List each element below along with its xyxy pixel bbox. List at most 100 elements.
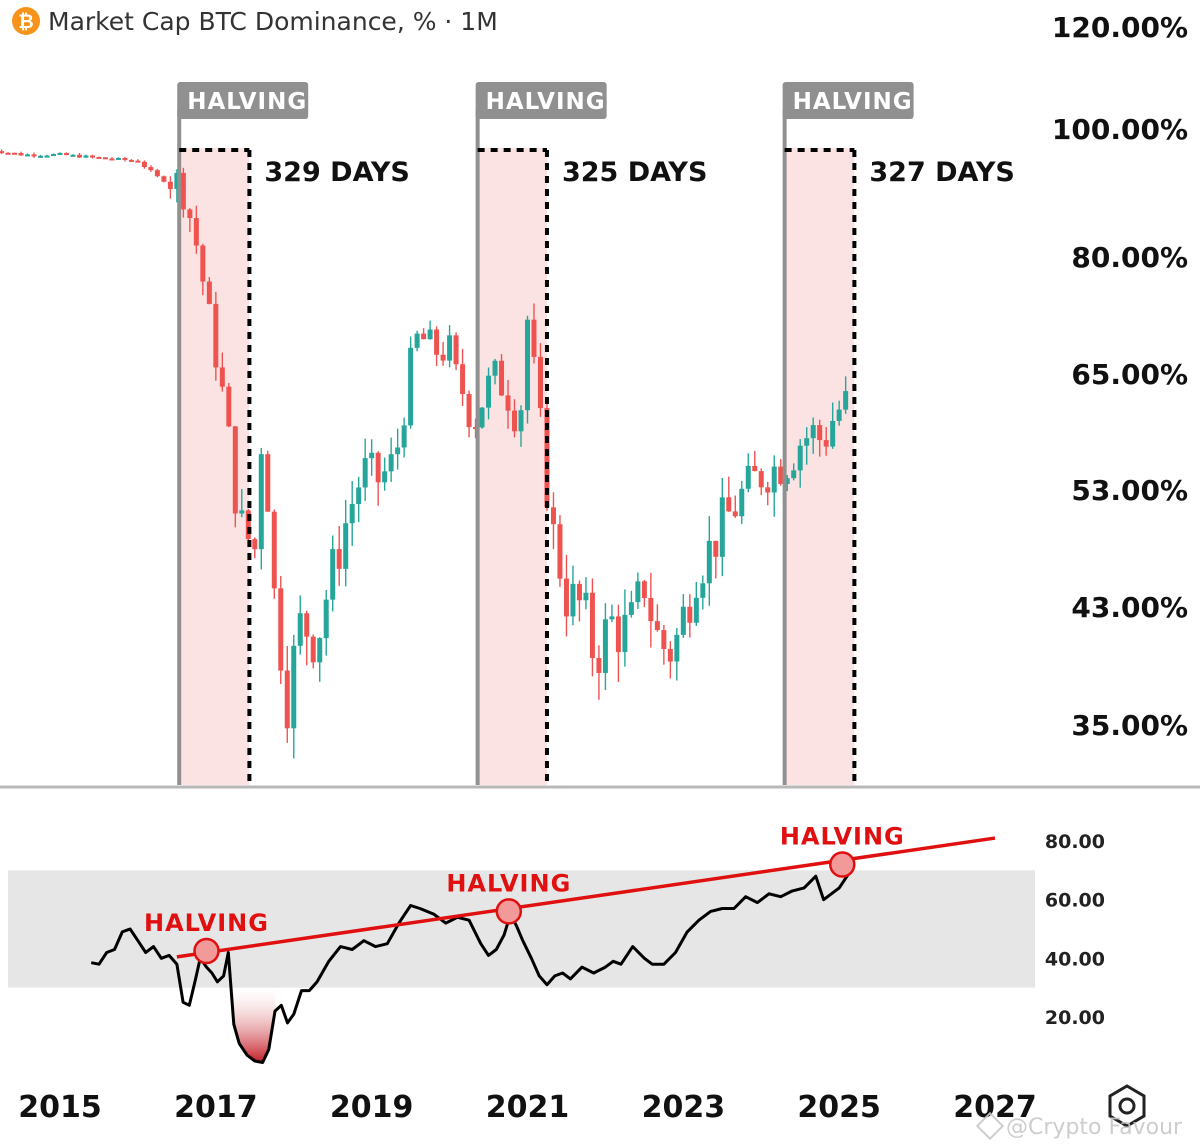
price-axis-tick-3: 80.00% — [1071, 241, 1188, 274]
oscillator-axis-tick-3: 40.00 — [1045, 948, 1105, 970]
candle-body — [343, 523, 349, 569]
candle-body — [89, 155, 95, 158]
candle-body — [570, 583, 576, 617]
oscillator-axis-tick-4: 20.00 — [1045, 1007, 1105, 1029]
candle-body — [830, 420, 836, 447]
candle-body — [817, 425, 823, 441]
candle-body — [843, 391, 849, 410]
halving-days-label-2: 325 DAYS — [562, 157, 707, 188]
candle-body — [187, 209, 193, 219]
candle-body — [440, 354, 446, 361]
candle-body — [180, 172, 186, 210]
oscillator-band — [8, 870, 1035, 988]
candle-body — [31, 154, 37, 157]
oscillator-halving-label-1: HALVING — [144, 909, 269, 937]
candle-body — [596, 657, 602, 673]
candle-body — [200, 245, 206, 282]
candle-body — [349, 504, 355, 524]
candle-body — [70, 154, 76, 157]
candle-body — [505, 395, 511, 411]
candle-body — [102, 157, 108, 160]
candle-body — [219, 367, 225, 387]
candle-body — [804, 438, 810, 446]
candle-body — [434, 329, 440, 355]
candle-body — [635, 581, 641, 603]
candle-body — [739, 488, 745, 517]
candle-body — [141, 161, 147, 168]
oscillator-halving-dot-2 — [495, 898, 523, 925]
candle-body — [245, 510, 251, 540]
candle-body — [174, 172, 180, 189]
halving-tag-3 — [782, 82, 914, 119]
halving-days-label-3: 327 DAYS — [869, 157, 1014, 188]
time-axis-tick-6: 2025 — [797, 1090, 881, 1125]
candle-body — [408, 347, 414, 426]
candle-body — [473, 427, 479, 430]
candle-body — [226, 386, 232, 427]
candle-body — [297, 613, 303, 646]
candle-body — [791, 470, 797, 479]
price-axis-tick-2: 100.00% — [1052, 113, 1188, 146]
candle-body — [518, 410, 524, 432]
settings-icon[interactable] — [1108, 1084, 1146, 1128]
candle-body — [323, 599, 329, 639]
candle-body — [648, 597, 654, 622]
candle-body — [512, 410, 518, 432]
candle-body — [310, 636, 316, 663]
candle-body — [336, 549, 342, 569]
candle-body — [167, 181, 173, 189]
candle-body — [700, 583, 706, 598]
candle-body — [609, 616, 615, 620]
candle-body — [693, 597, 699, 623]
candle-body — [628, 602, 634, 615]
candle-body — [778, 466, 784, 484]
candle-body — [667, 648, 673, 662]
halving-markers: HALVING 329 DAYS HALVING 325 DAYS HALVING 327… — [177, 82, 1015, 785]
watermark: @Crypto Favour — [975, 1111, 1183, 1141]
time-axis-tick-2: 2017 — [174, 1090, 258, 1125]
candle-body — [265, 454, 271, 512]
price-axis: 120.00% 100.00% 80.00% 65.00% 53.00% 43.00% 35… — [1052, 11, 1188, 742]
candle-body — [291, 645, 297, 729]
candle-body — [661, 630, 667, 649]
candle-body — [83, 155, 89, 158]
candle-body — [466, 393, 472, 428]
candle-body — [330, 549, 336, 600]
candle-body — [479, 407, 485, 428]
candle-body — [492, 360, 498, 376]
candle-body — [615, 616, 621, 653]
time-axis-tick-3: 2019 — [330, 1090, 414, 1125]
candle-body — [641, 581, 647, 598]
candle-body — [44, 155, 50, 158]
halving-tag-label-3: HALVING — [793, 89, 913, 115]
candle-body — [622, 614, 628, 653]
price-axis-tick-6: 43.00% — [1071, 591, 1188, 624]
candle-body — [525, 319, 530, 411]
candle-body — [122, 157, 128, 160]
halving-tag-2 — [475, 82, 607, 119]
oscillator-trendline — [176, 836, 996, 959]
price-axis-tick-5: 53.00% — [1071, 474, 1188, 507]
candle-body — [258, 454, 264, 550]
candle-body — [537, 356, 543, 409]
candle-body — [18, 153, 24, 156]
candle-body — [369, 452, 375, 459]
halving-tag-label-2: HALVING — [486, 89, 606, 115]
candles — [0, 149, 849, 759]
candle-body — [810, 425, 816, 439]
candle-body — [252, 539, 258, 550]
candle-body — [362, 458, 368, 488]
price-pane: HALVING 329 DAYS HALVING 325 DAYS HALVING 327… — [0, 11, 1188, 785]
candle-body — [531, 319, 537, 357]
candle-body — [602, 619, 608, 673]
candle-body — [0, 151, 5, 154]
candle-body — [447, 335, 453, 361]
oscillator-halving-dot-3 — [829, 851, 856, 878]
halving-tag-label-1: HALVING — [187, 89, 307, 115]
candle-body — [752, 465, 758, 472]
chart-title: Market Cap BTC Dominance, % · 1M — [48, 7, 498, 36]
candle-body — [51, 154, 57, 157]
candle-body — [63, 153, 69, 156]
candle-body — [706, 540, 712, 584]
